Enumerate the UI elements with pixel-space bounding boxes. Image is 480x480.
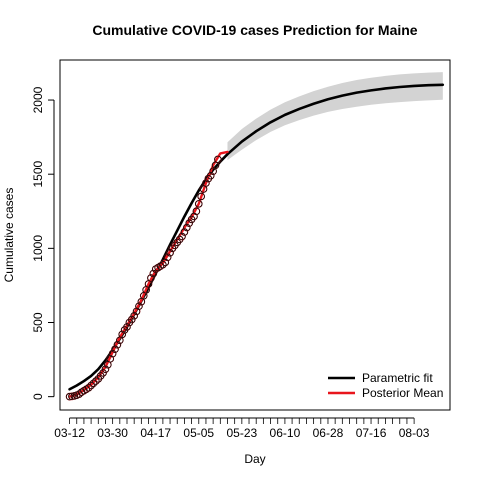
legend-label: Posterior Mean (362, 386, 443, 400)
series-layer (68, 83, 445, 398)
observed-point (195, 200, 203, 208)
y-tick-label: 0 (31, 393, 45, 400)
y-axis: 0 500 1000 1500 2000 (31, 86, 55, 400)
x-tick-label: 04-17 (140, 426, 171, 440)
x-tick-label: 07-16 (356, 426, 387, 440)
observed-point (130, 312, 138, 320)
x-tick-label: 05-05 (183, 426, 214, 440)
observed-point (108, 349, 117, 358)
observed-point (118, 330, 126, 339)
y-tick-label: 1000 (31, 235, 45, 262)
observed-point (180, 228, 189, 236)
observed-point (197, 192, 205, 201)
x-axis: 03-12 03-30 04-17 05-05 05-23 06-10 06-28 07-16… (54, 417, 430, 440)
observed-point (111, 345, 119, 353)
posterior-mean-line (68, 150, 229, 398)
observed-point (123, 323, 131, 331)
chart-title: Cumulative COVID-19 cases Prediction for… (92, 22, 417, 38)
observed-point (147, 274, 155, 282)
observed-points-layer (65, 155, 222, 401)
observed-point (135, 302, 143, 310)
y-tick-label: 1500 (31, 161, 45, 188)
observed-point (207, 172, 215, 180)
observed-point (85, 384, 93, 392)
legend-label: Parametric fit (362, 371, 433, 385)
y-tick-label: 2000 (31, 86, 45, 113)
observed-point (166, 249, 174, 257)
x-tick-label: 06-10 (270, 426, 301, 440)
observed-point (159, 261, 167, 269)
y-axis-label: Cumulative cases (2, 188, 16, 283)
observed-point (164, 253, 172, 261)
plot-area (65, 72, 445, 401)
observed-point (149, 269, 157, 278)
x-axis-label: Day (244, 452, 265, 466)
confidence-band-layer (227, 72, 443, 161)
observed-point (192, 207, 201, 215)
observed-point (202, 179, 210, 187)
observed-point (178, 232, 186, 241)
x-tick-label: 05-23 (226, 426, 257, 440)
y-tick-label: 500 (31, 312, 45, 332)
parametric-fit-line (68, 83, 445, 391)
x-tick-label: 03-30 (97, 426, 128, 440)
observed-point (101, 365, 110, 373)
x-tick-label: 06-28 (313, 426, 344, 440)
x-tick-label: 08-03 (399, 426, 430, 440)
observed-point (113, 341, 122, 349)
observed-point (183, 223, 191, 232)
observed-point (214, 155, 222, 164)
observed-point (89, 379, 98, 387)
confidence-band (227, 72, 443, 161)
observed-point (92, 377, 100, 385)
observed-point (87, 381, 95, 390)
x-tick-label: 03-12 (54, 426, 85, 440)
plot-frame (59, 59, 451, 411)
